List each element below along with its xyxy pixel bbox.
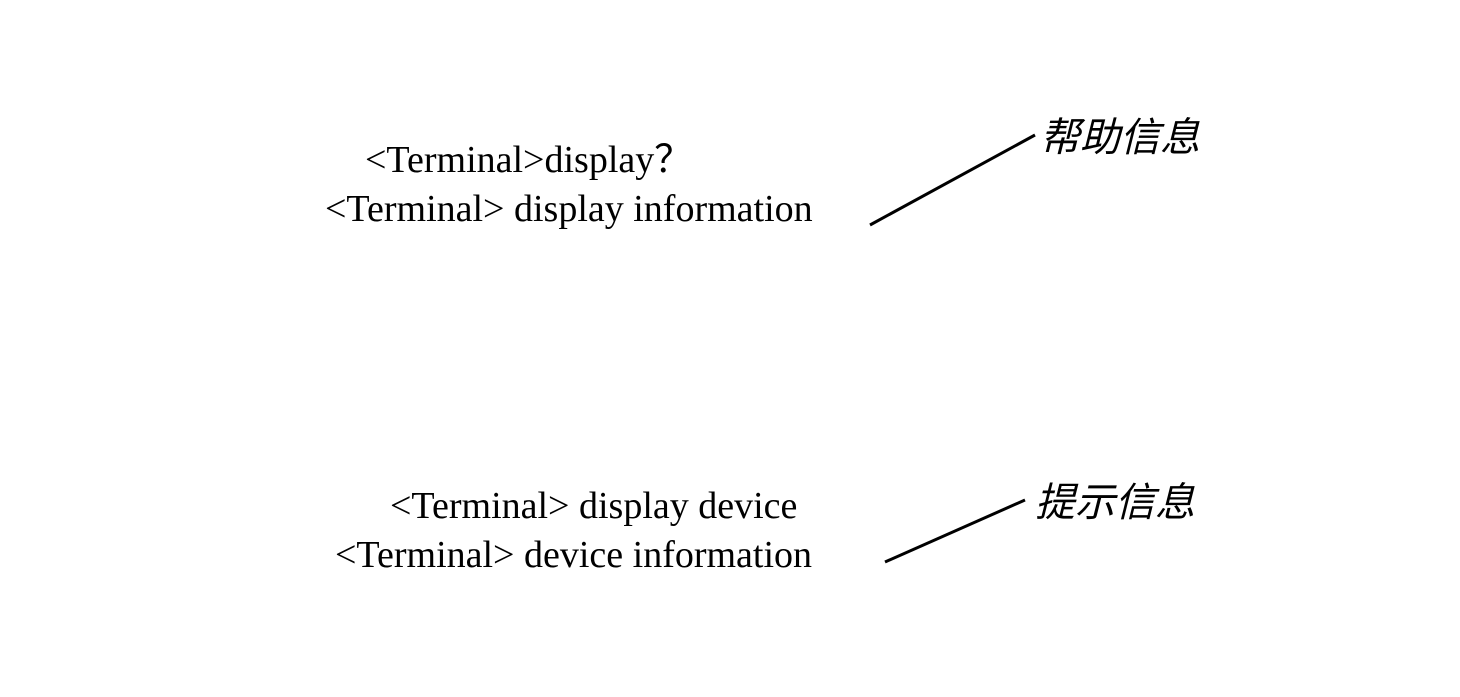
block-help-info: <Terminal>display？ <Terminal> display in… [325,136,813,235]
terminal-line-1a: <Terminal>display？ [365,136,813,185]
block-hint-info: <Terminal> display device <Terminal> dev… [335,482,812,581]
label-help-info: 帮助信息 [1040,105,1200,163]
terminal-line-1b: <Terminal> display information [325,185,813,234]
label-hint-info: 提示信息 [1035,470,1195,528]
connector-line-1 [0,0,1460,697]
terminal-line-2b: <Terminal> device information [335,531,812,580]
connector-line-2 [0,0,1460,697]
terminal-line-2a: <Terminal> display device [390,482,812,531]
